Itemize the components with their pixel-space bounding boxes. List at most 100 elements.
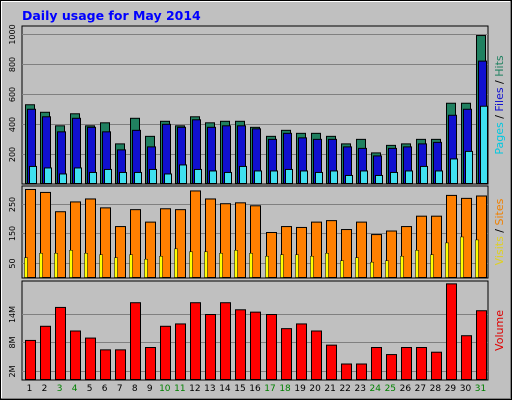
hits-panel-bar-pages-2 (44, 167, 52, 184)
visits-panel-bar-sites-10 (160, 208, 171, 279)
visits-panel-bar-sites-25 (386, 230, 397, 278)
hits-panel-bar-pages-5 (89, 171, 97, 184)
visits-panel-bar-sites-8 (130, 209, 141, 279)
visits-panel-bar-sites-19 (296, 226, 307, 278)
hits-panel-bar-pages-1 (29, 165, 37, 184)
visits-panel-bar-sites-24 (371, 234, 382, 279)
hits-panel-bar-pages-17 (270, 170, 278, 184)
visits-panel-bar-visits-29 (445, 242, 449, 278)
x-tick-label-day-5: 5 (87, 384, 93, 394)
visits-panel-bar-visits-8 (129, 254, 133, 278)
hits-panel-bar-pages-18 (285, 168, 293, 184)
volume-panel-bar-volume-25 (386, 354, 397, 381)
visits-panel-bar-visits-5 (84, 253, 88, 278)
x-tick-label-day-28: 28 (430, 384, 442, 394)
visits-panel: 50 150 250 Visits / Sites (8, 185, 506, 279)
x-tick-label-day-6: 6 (102, 384, 108, 394)
visits-panel-bar-visits-30 (460, 236, 464, 278)
visits-panel-bar-visits-26 (400, 255, 404, 278)
volume-panel: 2M 8M 14M Volume (8, 280, 506, 381)
visits-panel-bar-sites-12 (190, 190, 201, 278)
visits-panel-side-label-part: Sites (493, 198, 506, 225)
volume-panel-bar-volume-9 (145, 347, 156, 380)
visits-panel-bar-sites-5 (85, 198, 96, 279)
visits-panel-bar-sites-17 (266, 232, 277, 278)
visits-panel-bar-sites-9 (145, 221, 156, 278)
visits-panel-bar-sites-15 (235, 202, 246, 279)
visits-panel-side-label-part: Visits (493, 236, 506, 265)
visits-panel-side-label: Visits / Sites (493, 198, 506, 265)
visits-panel-bar-sites-27 (416, 215, 427, 278)
hits-panel: 200 400 600 800 1000 Pages / Files / Hits (8, 24, 506, 185)
x-tick-label-day-7: 7 (117, 384, 123, 394)
hits-panel-side-label-part: Hits (493, 55, 506, 77)
x-tick-label-day-9: 9 (147, 384, 153, 394)
visits-panel-y-tick-label: 250 (8, 197, 17, 212)
visits-panel-bar-visits-17 (265, 255, 269, 278)
volume-panel-bar-volume-30 (461, 335, 472, 381)
visits-panel-bar-visits-22 (340, 260, 344, 278)
visits-panel-bar-sites-14 (220, 203, 231, 278)
visits-panel-bar-sites-21 (326, 220, 337, 278)
visits-panel-bar-visits-28 (430, 254, 434, 278)
x-tick-label-day-24: 24 (370, 384, 382, 394)
hits-panel-side-label-part: / (493, 77, 506, 88)
x-tick-label-day-11: 11 (174, 384, 185, 394)
volume-panel-bar-volume-1 (25, 339, 36, 380)
visits-panel-bar-visits-1 (24, 257, 28, 278)
volume-panel-bar-volume-20 (311, 330, 322, 380)
x-tick-label-day-21: 21 (324, 384, 335, 394)
visits-panel-bar-visits-7 (114, 257, 118, 278)
visits-panel-bar-visits-9 (144, 258, 148, 278)
hits-panel-bar-pages-9 (149, 168, 157, 184)
hits-panel-bar-pages-31 (480, 105, 488, 184)
visits-panel-bar-visits-21 (325, 253, 329, 278)
visits-panel-bar-visits-3 (54, 253, 58, 278)
volume-panel-bar-volume-11 (175, 323, 186, 380)
visits-panel-bar-sites-2 (40, 191, 51, 278)
visits-panel-bar-visits-31 (475, 239, 479, 278)
hits-panel-bar-pages-27 (420, 165, 428, 184)
volume-panel-bar-volume-6 (100, 349, 111, 381)
visits-panel-bar-visits-2 (39, 253, 43, 278)
hits-panel-bar-pages-20 (315, 171, 323, 184)
x-tick-label-day-16: 16 (249, 384, 261, 394)
hits-panel-bar-pages-19 (300, 170, 308, 184)
hits-panel-y-tick-label: 1000 (8, 24, 17, 44)
volume-panel-bar-volume-16 (250, 311, 261, 380)
x-tick-labels: 1 2 3 4 5 6 7 8 9 10 11 12 13 14 15 16 17 18 19 20 21 22 23 24 2… (27, 384, 487, 394)
x-tick-label-day-20: 20 (309, 384, 321, 394)
volume-panel-bar-volume-29 (446, 283, 457, 381)
volume-panel-bar-volume-23 (356, 363, 367, 380)
visits-panel-bar-sites-23 (356, 221, 367, 278)
visits-panel-bar-visits-11 (174, 248, 178, 278)
chart-title: Daily usage for May 2014 (22, 8, 201, 23)
visits-panel-bar-sites-18 (281, 226, 292, 278)
visits-panel-bar-sites-26 (401, 226, 412, 278)
volume-panel-bar-volume-10 (160, 325, 171, 380)
visits-panel-bar-sites-4 (70, 201, 81, 278)
volume-panel-bar-volume-19 (296, 323, 307, 380)
chart-panels: 200 400 600 800 1000 Pages / Files / Hits 50 15… (8, 24, 506, 381)
visits-panel-bar-visits-15 (234, 250, 238, 278)
x-tick-label-day-22: 22 (339, 384, 350, 394)
visits-panel-y-tick-label: 150 (8, 226, 17, 241)
x-tick-label-day-10: 10 (159, 384, 171, 394)
hits-panel-bar-pages-13 (209, 170, 217, 184)
x-tick-label-day-17: 17 (264, 384, 275, 394)
visits-panel-bar-visits-12 (189, 251, 193, 278)
visits-panel-bar-sites-6 (100, 207, 111, 278)
volume-panel-bar-volume-26 (401, 347, 412, 380)
volume-panel-bar-volume-14 (220, 302, 231, 381)
hits-panel-bar-pages-4 (74, 167, 82, 184)
volume-panel-bar-volume-5 (85, 337, 96, 381)
hits-panel-bar-pages-6 (104, 168, 112, 184)
visits-panel-bar-sites-13 (205, 198, 216, 279)
visits-panel-bar-sites-31 (476, 195, 487, 279)
hits-panel-bar-pages-16 (254, 170, 262, 184)
hits-panel-bar-pages-28 (435, 170, 443, 184)
visits-panel-bar-sites-1 (25, 188, 36, 278)
x-tick-label-day-23: 23 (354, 384, 365, 394)
x-tick-label-day-29: 29 (445, 384, 457, 394)
visits-panel-bar-sites-20 (311, 221, 322, 278)
